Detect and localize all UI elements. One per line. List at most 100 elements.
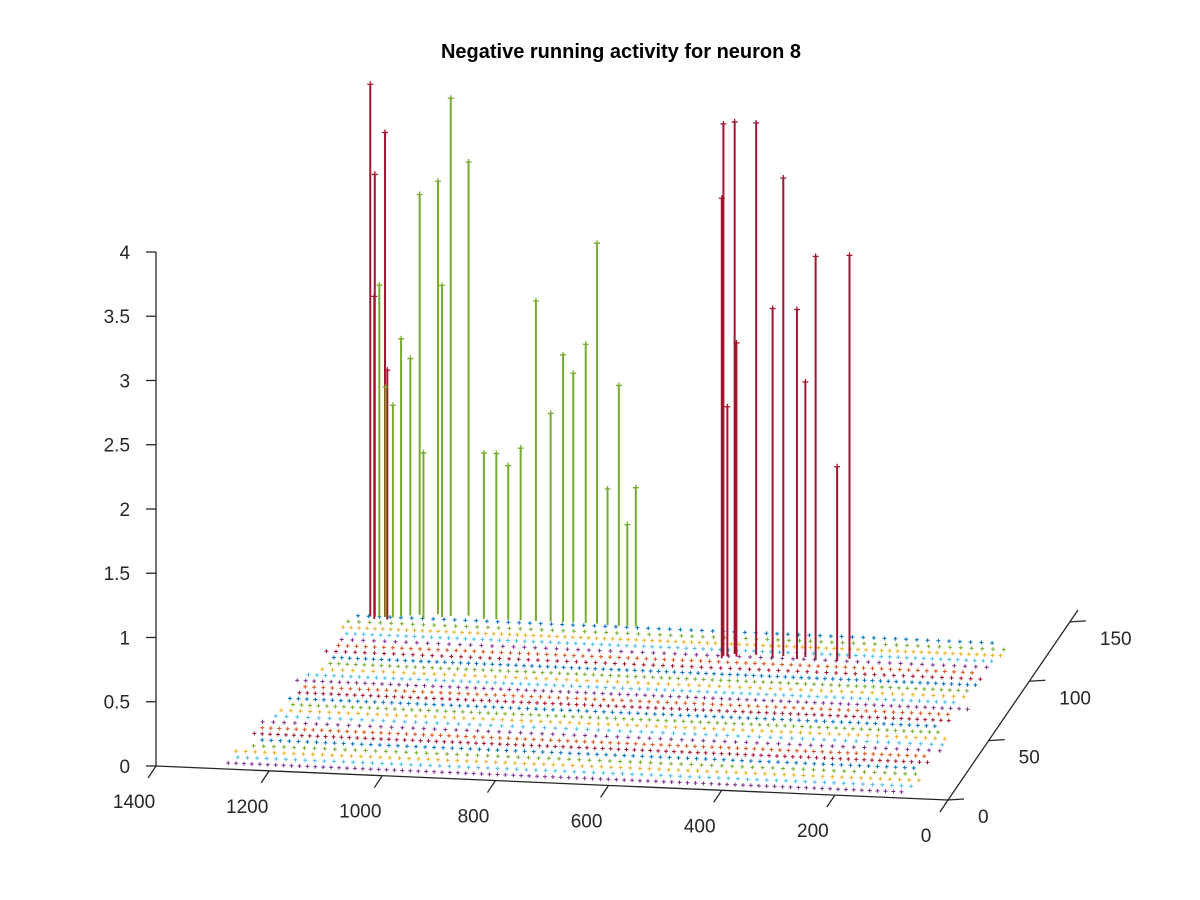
chart-title: Negative running activity for neuron 8	[441, 41, 801, 63]
stem-marker	[420, 449, 427, 456]
floor-row	[306, 672, 956, 705]
floor-row	[291, 702, 940, 735]
stems	[367, 81, 853, 661]
stem-marker	[718, 195, 725, 202]
z-tick-label: 0	[119, 757, 130, 778]
floor-row	[251, 743, 918, 777]
stem-marker	[367, 81, 374, 88]
floor-row	[344, 631, 994, 664]
y-tick-label: 0	[978, 807, 989, 828]
floor-row	[341, 625, 1003, 658]
z-tick-label: 2.5	[104, 436, 130, 457]
floor-row	[320, 667, 966, 699]
x-tick	[939, 799, 949, 813]
y-axis-line	[947, 609, 1079, 801]
stem-marker	[834, 463, 841, 470]
x-tick-label: 0	[921, 826, 932, 847]
stem-marker	[802, 378, 809, 385]
floor-row	[260, 738, 916, 770]
z-tick-label: 0.5	[104, 693, 130, 714]
x-axis-line	[155, 765, 949, 801]
floor-row	[346, 619, 1006, 652]
stem-marker	[582, 341, 589, 348]
stem-marker	[570, 370, 577, 377]
stem-marker	[381, 129, 388, 136]
stem-marker	[753, 119, 760, 126]
stem-marker	[505, 462, 512, 469]
x-tick-label: 400	[684, 816, 716, 837]
stem-marker	[407, 355, 414, 362]
x-tick	[713, 789, 723, 803]
stem-marker	[780, 174, 787, 181]
stem-marker	[624, 521, 631, 528]
x-tick-label: 600	[571, 811, 603, 832]
floor-row	[295, 678, 970, 712]
stem-marker	[731, 118, 738, 125]
stem-marker	[724, 403, 731, 410]
stem-marker	[532, 297, 539, 304]
stem-marker	[371, 171, 378, 178]
z-tick-label: 2	[119, 500, 130, 521]
stem-marker	[846, 252, 853, 259]
z-tick-label: 1.5	[104, 564, 130, 585]
floor-row	[339, 637, 989, 670]
x-tick	[147, 765, 157, 779]
stem-marker	[465, 158, 472, 165]
stem-marker	[389, 402, 396, 409]
z-tick-label: 3.5	[104, 307, 130, 328]
stem-marker	[812, 253, 819, 260]
floor-row	[331, 655, 978, 687]
floor-row	[260, 719, 942, 753]
x-tick	[600, 785, 610, 798]
stem-marker	[398, 335, 405, 342]
floor-row	[297, 690, 951, 723]
x-tick	[260, 770, 270, 784]
x-tick-label: 1200	[226, 797, 268, 818]
y-tick-label: 50	[1019, 748, 1040, 769]
floor-markers	[226, 613, 1006, 794]
stem-marker	[439, 282, 446, 289]
x-tick-label: 200	[797, 821, 829, 842]
floor-row	[234, 749, 921, 783]
floor-row	[303, 684, 950, 717]
y-tick	[988, 738, 1005, 742]
x-tick	[373, 775, 383, 789]
floor-row	[279, 708, 947, 741]
stem-marker	[434, 178, 441, 185]
stem-marker	[720, 120, 727, 127]
x-tick	[486, 780, 496, 793]
floor-row	[260, 725, 927, 759]
stem-marker	[769, 305, 776, 312]
z-tick-label: 4	[119, 243, 130, 264]
axes	[146, 251, 1086, 813]
stem-marker	[493, 450, 500, 457]
stem-marker	[384, 367, 391, 374]
y-tick-label: 100	[1059, 688, 1091, 709]
x-tick-label: 800	[458, 807, 490, 828]
floor-row	[328, 661, 969, 693]
stem-marker	[416, 191, 423, 198]
stem-marker	[480, 449, 487, 456]
stem-marker	[733, 339, 740, 346]
y-tick-label: 150	[1100, 629, 1132, 650]
x-tick-label: 1400	[113, 792, 155, 813]
y-tick	[1069, 620, 1086, 623]
stem-marker	[594, 240, 601, 247]
floor-row	[336, 643, 975, 675]
stem-marker	[547, 410, 554, 417]
tick-labels: 1400 1200 1000 800 600 400 200 0 0 50 100 150 0 0.5 1 1…	[104, 243, 1132, 847]
stem-marker	[447, 95, 454, 102]
stem-marker	[517, 445, 524, 452]
floor-row	[235, 755, 913, 789]
stem-marker	[793, 306, 800, 313]
stem-marker	[382, 383, 389, 390]
stem-marker	[632, 484, 639, 491]
z-tick-label: 3	[119, 371, 130, 392]
floor-row	[273, 714, 945, 747]
stem-marker	[376, 282, 383, 289]
stem-marker	[604, 486, 611, 493]
y-tick	[947, 798, 965, 801]
floor-row	[226, 761, 904, 794]
x-tick	[826, 794, 836, 808]
floor-row	[288, 696, 937, 729]
